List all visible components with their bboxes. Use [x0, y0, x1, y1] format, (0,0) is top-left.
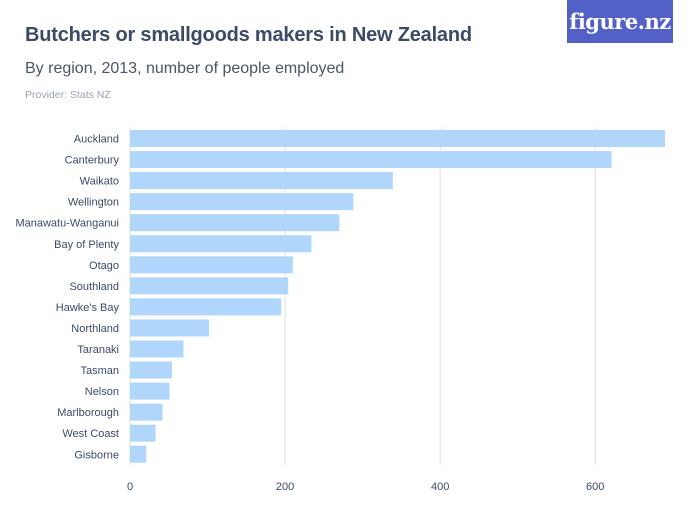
bar[interactable]	[130, 193, 354, 211]
bar[interactable]	[130, 277, 289, 295]
bar[interactable]	[130, 361, 172, 379]
category-label: Nelson	[85, 386, 119, 398]
category-label: Otago	[89, 260, 119, 272]
category-label: Hawke's Bay	[56, 302, 120, 314]
category-label: Northland	[71, 323, 119, 335]
category-label: Auckland	[74, 134, 119, 146]
figure-nz-logo[interactable]: figure.nz	[567, 0, 673, 43]
category-label: Tasman	[80, 365, 119, 377]
bar[interactable]	[130, 445, 147, 463]
bar[interactable]	[130, 319, 210, 337]
bar[interactable]	[130, 403, 163, 421]
category-label: Southland	[69, 281, 119, 293]
category-label: Wellington	[68, 197, 119, 209]
bar[interactable]	[130, 214, 340, 232]
bar[interactable]	[130, 130, 665, 147]
bar[interactable]	[130, 340, 184, 358]
category-label: Manawatu-Wanganui	[15, 218, 119, 230]
x-axis-ticks: 0 200 400 600	[127, 481, 604, 493]
chart-title: Butchers or smallgoods makers in New Zea…	[25, 24, 472, 46]
bar[interactable]	[130, 424, 156, 442]
category-label: Canterbury	[65, 155, 120, 167]
x-tick-label: 400	[431, 481, 449, 493]
category-label: Marlborough	[57, 407, 119, 419]
provider-note: Provider: Stats NZ	[25, 89, 111, 101]
category-label: Waikato	[80, 176, 119, 188]
category-label: West Coast	[62, 428, 119, 440]
category-labels: Auckland Canterbury Waikato Wellington Manaw…	[15, 134, 119, 462]
x-tick-label: 200	[276, 481, 294, 493]
bar[interactable]	[130, 151, 612, 169]
bar[interactable]	[130, 298, 282, 316]
x-tick-label: 600	[586, 481, 604, 493]
bar[interactable]	[130, 172, 393, 190]
bar[interactable]	[130, 256, 293, 274]
x-tick-label: 0	[127, 481, 133, 493]
category-label: Bay of Plenty	[54, 239, 119, 251]
logo-text: figure.nz	[569, 9, 671, 34]
bar[interactable]	[130, 235, 312, 253]
category-label: Taranaki	[77, 344, 119, 356]
bars	[130, 130, 665, 463]
category-label: Gisborne	[74, 449, 119, 461]
bar[interactable]	[130, 382, 170, 400]
chart-subtitle: By region, 2013, number of people employ…	[25, 60, 345, 77]
